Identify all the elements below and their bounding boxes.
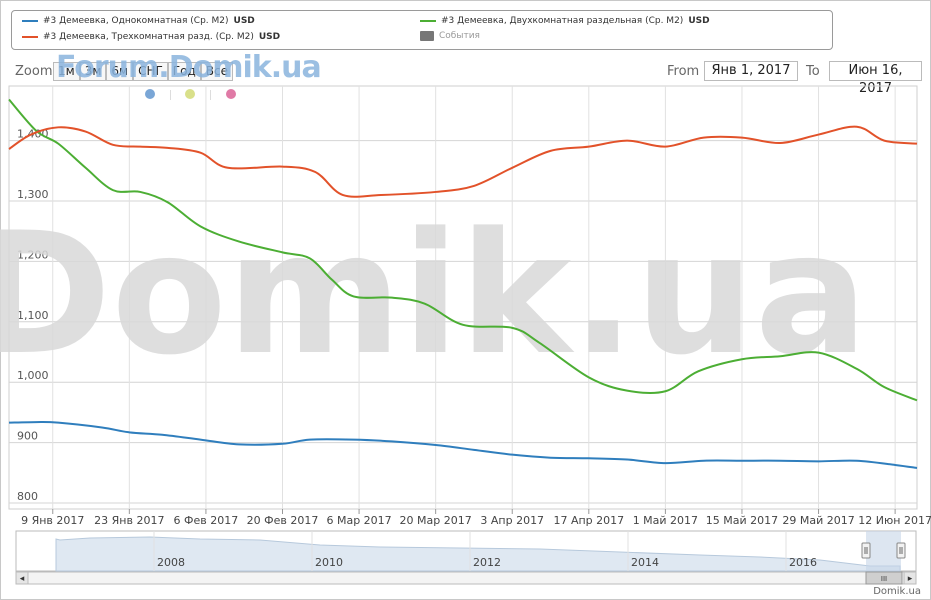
navigator-year-label: 2010: [315, 556, 343, 569]
x-tick-label: 20 Фев 2017: [247, 514, 319, 527]
series-line-one-room[interactable]: [8, 421, 918, 469]
legend-item-two-room[interactable]: #3 Демеевка, Двухкомнатная раздельная (С…: [420, 16, 710, 26]
scroll-grip-icon: III: [881, 575, 887, 583]
event-dot[interactable]: [145, 89, 155, 99]
legend-item-three-room[interactable]: #3 Демеевка, Трехкомнатная разд. (Ср. М2…: [22, 32, 280, 42]
zoom-1m-button[interactable]: 1м: [53, 62, 80, 81]
scroll-left-icon: ◂: [20, 574, 25, 584]
event-separator: [210, 90, 211, 100]
zoom-all-button[interactable]: Все: [200, 62, 233, 81]
event-dot[interactable]: [226, 89, 236, 99]
navigator-handle[interactable]: [861, 542, 871, 559]
site-credit[interactable]: Domik.ua: [873, 586, 921, 597]
scrollbar-track[interactable]: [15, 571, 917, 585]
scrollbar-thumb[interactable]: [865, 571, 903, 585]
legend-label: #3 Демеевка, Однокомнатная (Ср. М2): [43, 16, 229, 26]
zoom-buttons: 1м 3м 6м СНГ Год Все: [53, 62, 233, 81]
legend-currency: USD: [688, 16, 710, 26]
scroll-right-button[interactable]: [903, 571, 917, 585]
y-tick-label: 900: [17, 430, 38, 443]
navigator-handle[interactable]: [896, 542, 906, 559]
y-tick-label: 1,000: [17, 369, 49, 382]
plot-area: [8, 85, 918, 510]
navigator-selection[interactable]: [866, 531, 901, 571]
x-tick-label: 9 Янв 2017: [21, 514, 84, 527]
legend-line-icon: [420, 20, 436, 22]
navigator-year-label: 2012: [473, 556, 501, 569]
x-tick-label: 23 Янв 2017: [94, 514, 164, 527]
x-tick-label: 20 Мар 2017: [400, 514, 472, 527]
range-from-label: From: [667, 64, 700, 79]
y-tick-label: 1,300: [17, 188, 49, 201]
navigator-year-label: 2016: [789, 556, 817, 569]
x-tick-label: 3 Апр 2017: [480, 514, 544, 527]
legend-currency: USD: [258, 32, 281, 42]
scroll-left-button[interactable]: [15, 571, 29, 585]
zoom-1y-button[interactable]: Год: [167, 62, 201, 81]
legend-line-icon: [22, 20, 38, 22]
zoom-6m-button[interactable]: 6м: [106, 62, 134, 81]
legend-label: События: [439, 31, 480, 41]
navigator-year-label: 2014: [631, 556, 659, 569]
navigator-year-label: 2008: [157, 556, 185, 569]
range-to-input[interactable]: Июн 16, 2017: [829, 61, 922, 96]
zoom-ytd-button[interactable]: СНГ: [133, 62, 168, 81]
range-from-input[interactable]: Янв 1, 2017: [704, 61, 798, 81]
events-box-icon: [420, 31, 434, 41]
series-line-two-room[interactable]: [8, 98, 918, 402]
zoom-label: Zoom: [15, 64, 53, 79]
x-tick-label: 12 Июн 2017: [858, 514, 931, 527]
x-tick-label: 15 Май 2017: [706, 514, 778, 527]
y-tick-label: 1,200: [17, 248, 49, 261]
legend-line-icon: [22, 36, 38, 38]
x-tick-label: 17 Апр 2017: [553, 514, 624, 527]
scroll-right-icon: ▸: [908, 574, 913, 584]
center-watermark: Domik.ua: [0, 196, 868, 392]
legend-item-events[interactable]: События: [420, 31, 480, 41]
x-tick-label: 6 Фев 2017: [174, 514, 239, 527]
event-separator: [170, 90, 171, 100]
series-line-three-room[interactable]: [8, 125, 918, 198]
legend-label: #3 Демеевка, Трехкомнатная разд. (Ср. М2…: [43, 32, 254, 42]
zoom-3m-button[interactable]: 3м: [79, 62, 107, 81]
forum-watermark: Forum.Domik.ua: [56, 50, 322, 85]
chart-legend: #3 Демеевка, Однокомнатная (Ср. М2) USD …: [11, 10, 833, 50]
x-tick-label: 29 Май 2017: [782, 514, 854, 527]
range-to-label: To: [806, 64, 820, 79]
y-tick-label: 800: [17, 490, 38, 503]
legend-currency: USD: [233, 16, 255, 26]
legend-label: #3 Демеевка, Двухкомнатная раздельная (С…: [441, 16, 684, 26]
x-tick-label: 6 Мар 2017: [326, 514, 391, 527]
event-dot[interactable]: [185, 89, 195, 99]
legend-item-one-room[interactable]: #3 Демеевка, Однокомнатная (Ср. М2) USD: [22, 16, 255, 26]
y-tick-label: 1,100: [17, 309, 49, 322]
x-tick-label: 1 Май 2017: [633, 514, 698, 527]
